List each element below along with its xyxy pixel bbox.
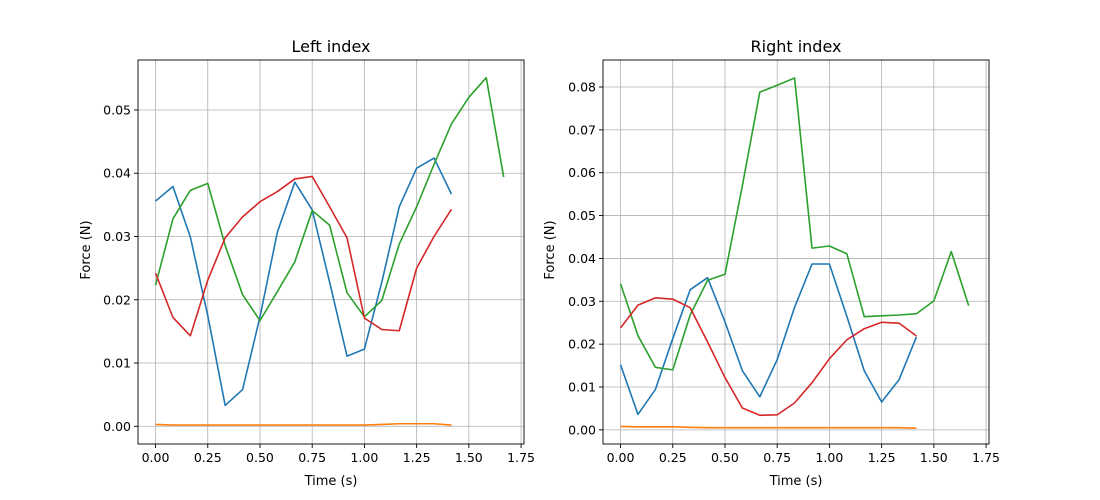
x-tick-label: 0.25 — [659, 450, 687, 465]
y-tick-label: 0.00 — [568, 422, 596, 437]
x-tick-label: 1.00 — [350, 450, 378, 465]
series-line-4 — [154, 175, 453, 337]
y-tick-label: 0.05 — [568, 208, 596, 223]
axes-frame — [602, 59, 990, 445]
x-tick-label: 1.25 — [868, 450, 896, 465]
chart-left-index: 0.00 0.25 0.50 0.75 1.00 1.25 1.50 1.75 0.00 0.01… — [79, 37, 535, 489]
plot-area — [138, 60, 524, 444]
x-axis-label: Time (s) — [769, 474, 823, 489]
y-tick-label: 0.08 — [568, 80, 596, 95]
x-tick-label: 0.75 — [298, 450, 326, 465]
y-tick-label: 0.02 — [568, 337, 596, 352]
x-tick-label: 1.50 — [920, 450, 948, 465]
y-axis-label: Force (N) — [79, 220, 94, 279]
x-tick-label: 1.50 — [455, 450, 483, 465]
y-tick-label: 0.01 — [568, 380, 596, 395]
y-tick-label: 0.03 — [103, 229, 131, 244]
y-tick-label: 0.02 — [103, 292, 131, 307]
y-tick-label: 0.00 — [103, 419, 131, 434]
series-line-1 — [155, 157, 453, 407]
chart-title: Right index — [751, 37, 842, 56]
x-tick-label: 0.00 — [142, 450, 170, 465]
x-tick-label: 0.75 — [763, 450, 791, 465]
chart-title: Left index — [292, 37, 371, 56]
series-line-2 — [620, 425, 917, 429]
y-tick-label: 0.07 — [568, 122, 596, 137]
series-line-3 — [154, 76, 505, 322]
series-line-1 — [619, 263, 918, 416]
x-tick-label: 0.50 — [711, 450, 739, 465]
y-tick-label: 0.05 — [103, 102, 131, 117]
y-axis-label: Force (N) — [543, 220, 558, 279]
x-tick-label: 1.75 — [972, 450, 1000, 465]
x-tick-label: 0.00 — [607, 450, 635, 465]
y-tick-label: 0.03 — [568, 294, 596, 309]
series-line-3 — [619, 77, 970, 371]
axes-frame — [137, 59, 525, 445]
x-tick-label: 1.25 — [403, 450, 431, 465]
series-line-4 — [619, 297, 917, 417]
x-tick-label: 0.50 — [246, 450, 274, 465]
plot-area — [603, 60, 989, 444]
y-tick-label: 0.04 — [103, 166, 131, 181]
chart-right-index: 0.00 0.25 0.50 0.75 1.00 1.25 1.50 1.75 0.00 0.01… — [543, 37, 1000, 489]
y-tick-label: 0.01 — [103, 356, 131, 371]
y-tick-label: 0.04 — [568, 251, 596, 266]
x-tick-label: 1.00 — [815, 450, 843, 465]
x-tick-label: 1.75 — [507, 450, 535, 465]
y-tick-label: 0.06 — [568, 165, 596, 180]
x-axis-label: Time (s) — [304, 474, 358, 489]
x-tick-label: 0.25 — [194, 450, 222, 465]
series-line-2 — [155, 422, 452, 426]
